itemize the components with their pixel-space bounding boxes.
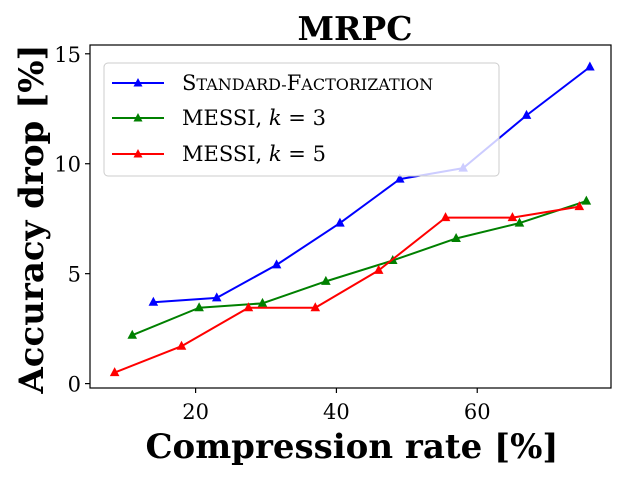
- series-1: [127, 195, 592, 339]
- y-tick-label: 0: [68, 373, 81, 397]
- y-axis-label: Accuracy drop [%]: [12, 44, 52, 394]
- data-point: [211, 292, 222, 302]
- data-point: [514, 217, 525, 227]
- legend-messi-text-k5: MESSI,: [182, 142, 269, 166]
- legend: STANDARD-FACTORIZATION MESSI, k = 3 MESS…: [103, 62, 500, 177]
- series-0: [148, 61, 595, 306]
- data-point: [581, 195, 592, 205]
- data-point: [127, 329, 138, 339]
- series-2: [109, 201, 585, 377]
- data-point: [507, 212, 518, 222]
- data-point: [335, 217, 345, 227]
- data-point: [574, 201, 585, 211]
- x-tick-label: 40: [323, 400, 350, 424]
- legend-sf-caps-1: TANDARD-: [196, 75, 286, 94]
- data-point: [521, 109, 532, 119]
- legend-label-standard-factorization: STANDARD-FACTORIZATION: [182, 71, 433, 95]
- legend-k-symbol-k5: k: [269, 142, 282, 166]
- data-point: [176, 340, 187, 350]
- legend-messi-text-k3: MESSI,: [182, 106, 269, 130]
- y-tick-label: 10: [54, 153, 81, 177]
- legend-entry-standard-factorization: STANDARD-FACTORIZATION: [112, 71, 433, 95]
- legend-sf-initial-f: F: [287, 71, 302, 95]
- series-line: [131, 200, 587, 337]
- y-tick-label: 15: [54, 43, 81, 67]
- data-point: [148, 296, 159, 306]
- chart-title: MRPC: [297, 9, 412, 48]
- data-point: [243, 302, 254, 312]
- data-point: [394, 173, 405, 183]
- legend-label-messi-k5: MESSI, k = 5: [182, 142, 326, 166]
- legend-k-value-3: = 3: [282, 106, 326, 130]
- data-point: [440, 212, 451, 222]
- series-line: [153, 66, 591, 304]
- data-point: [257, 297, 268, 307]
- legend-box: [103, 62, 500, 177]
- legend-label-messi-k3: MESSI, k = 3: [182, 106, 326, 130]
- data-point: [373, 264, 384, 274]
- legend-k-symbol-k3: k: [269, 106, 282, 130]
- legend-k-value-5: = 5: [282, 142, 326, 166]
- y-axis-ticks: 0 5 10 15: [54, 43, 90, 397]
- series-layer: [109, 61, 595, 377]
- legend-marker-messi-k5: [133, 149, 143, 158]
- data-point: [271, 259, 282, 269]
- data-point: [109, 367, 120, 377]
- legend-entry-messi-k3: MESSI, k = 3: [112, 106, 326, 130]
- x-axis-ticks: 20 40 60: [182, 388, 491, 424]
- data-point: [194, 302, 204, 312]
- x-tick-label: 60: [464, 400, 491, 424]
- plot-frame: [89, 44, 612, 389]
- legend-entry-messi-k5: MESSI, k = 5: [112, 142, 326, 166]
- legend-marker-messi-k3: [133, 113, 143, 122]
- data-point: [451, 232, 461, 242]
- data-point: [585, 61, 595, 71]
- legend-marker-standard-factorization: [133, 78, 143, 87]
- x-axis-label: Compression rate [%]: [145, 427, 558, 467]
- data-point: [310, 302, 321, 312]
- y-tick-label: 5: [68, 263, 81, 287]
- series-line: [114, 205, 580, 374]
- x-tick-label: 20: [182, 400, 209, 424]
- data-point: [321, 275, 331, 285]
- legend-sf-initial-s: S: [182, 71, 196, 95]
- legend-sf-caps-2: ACTORIZATION: [300, 75, 433, 94]
